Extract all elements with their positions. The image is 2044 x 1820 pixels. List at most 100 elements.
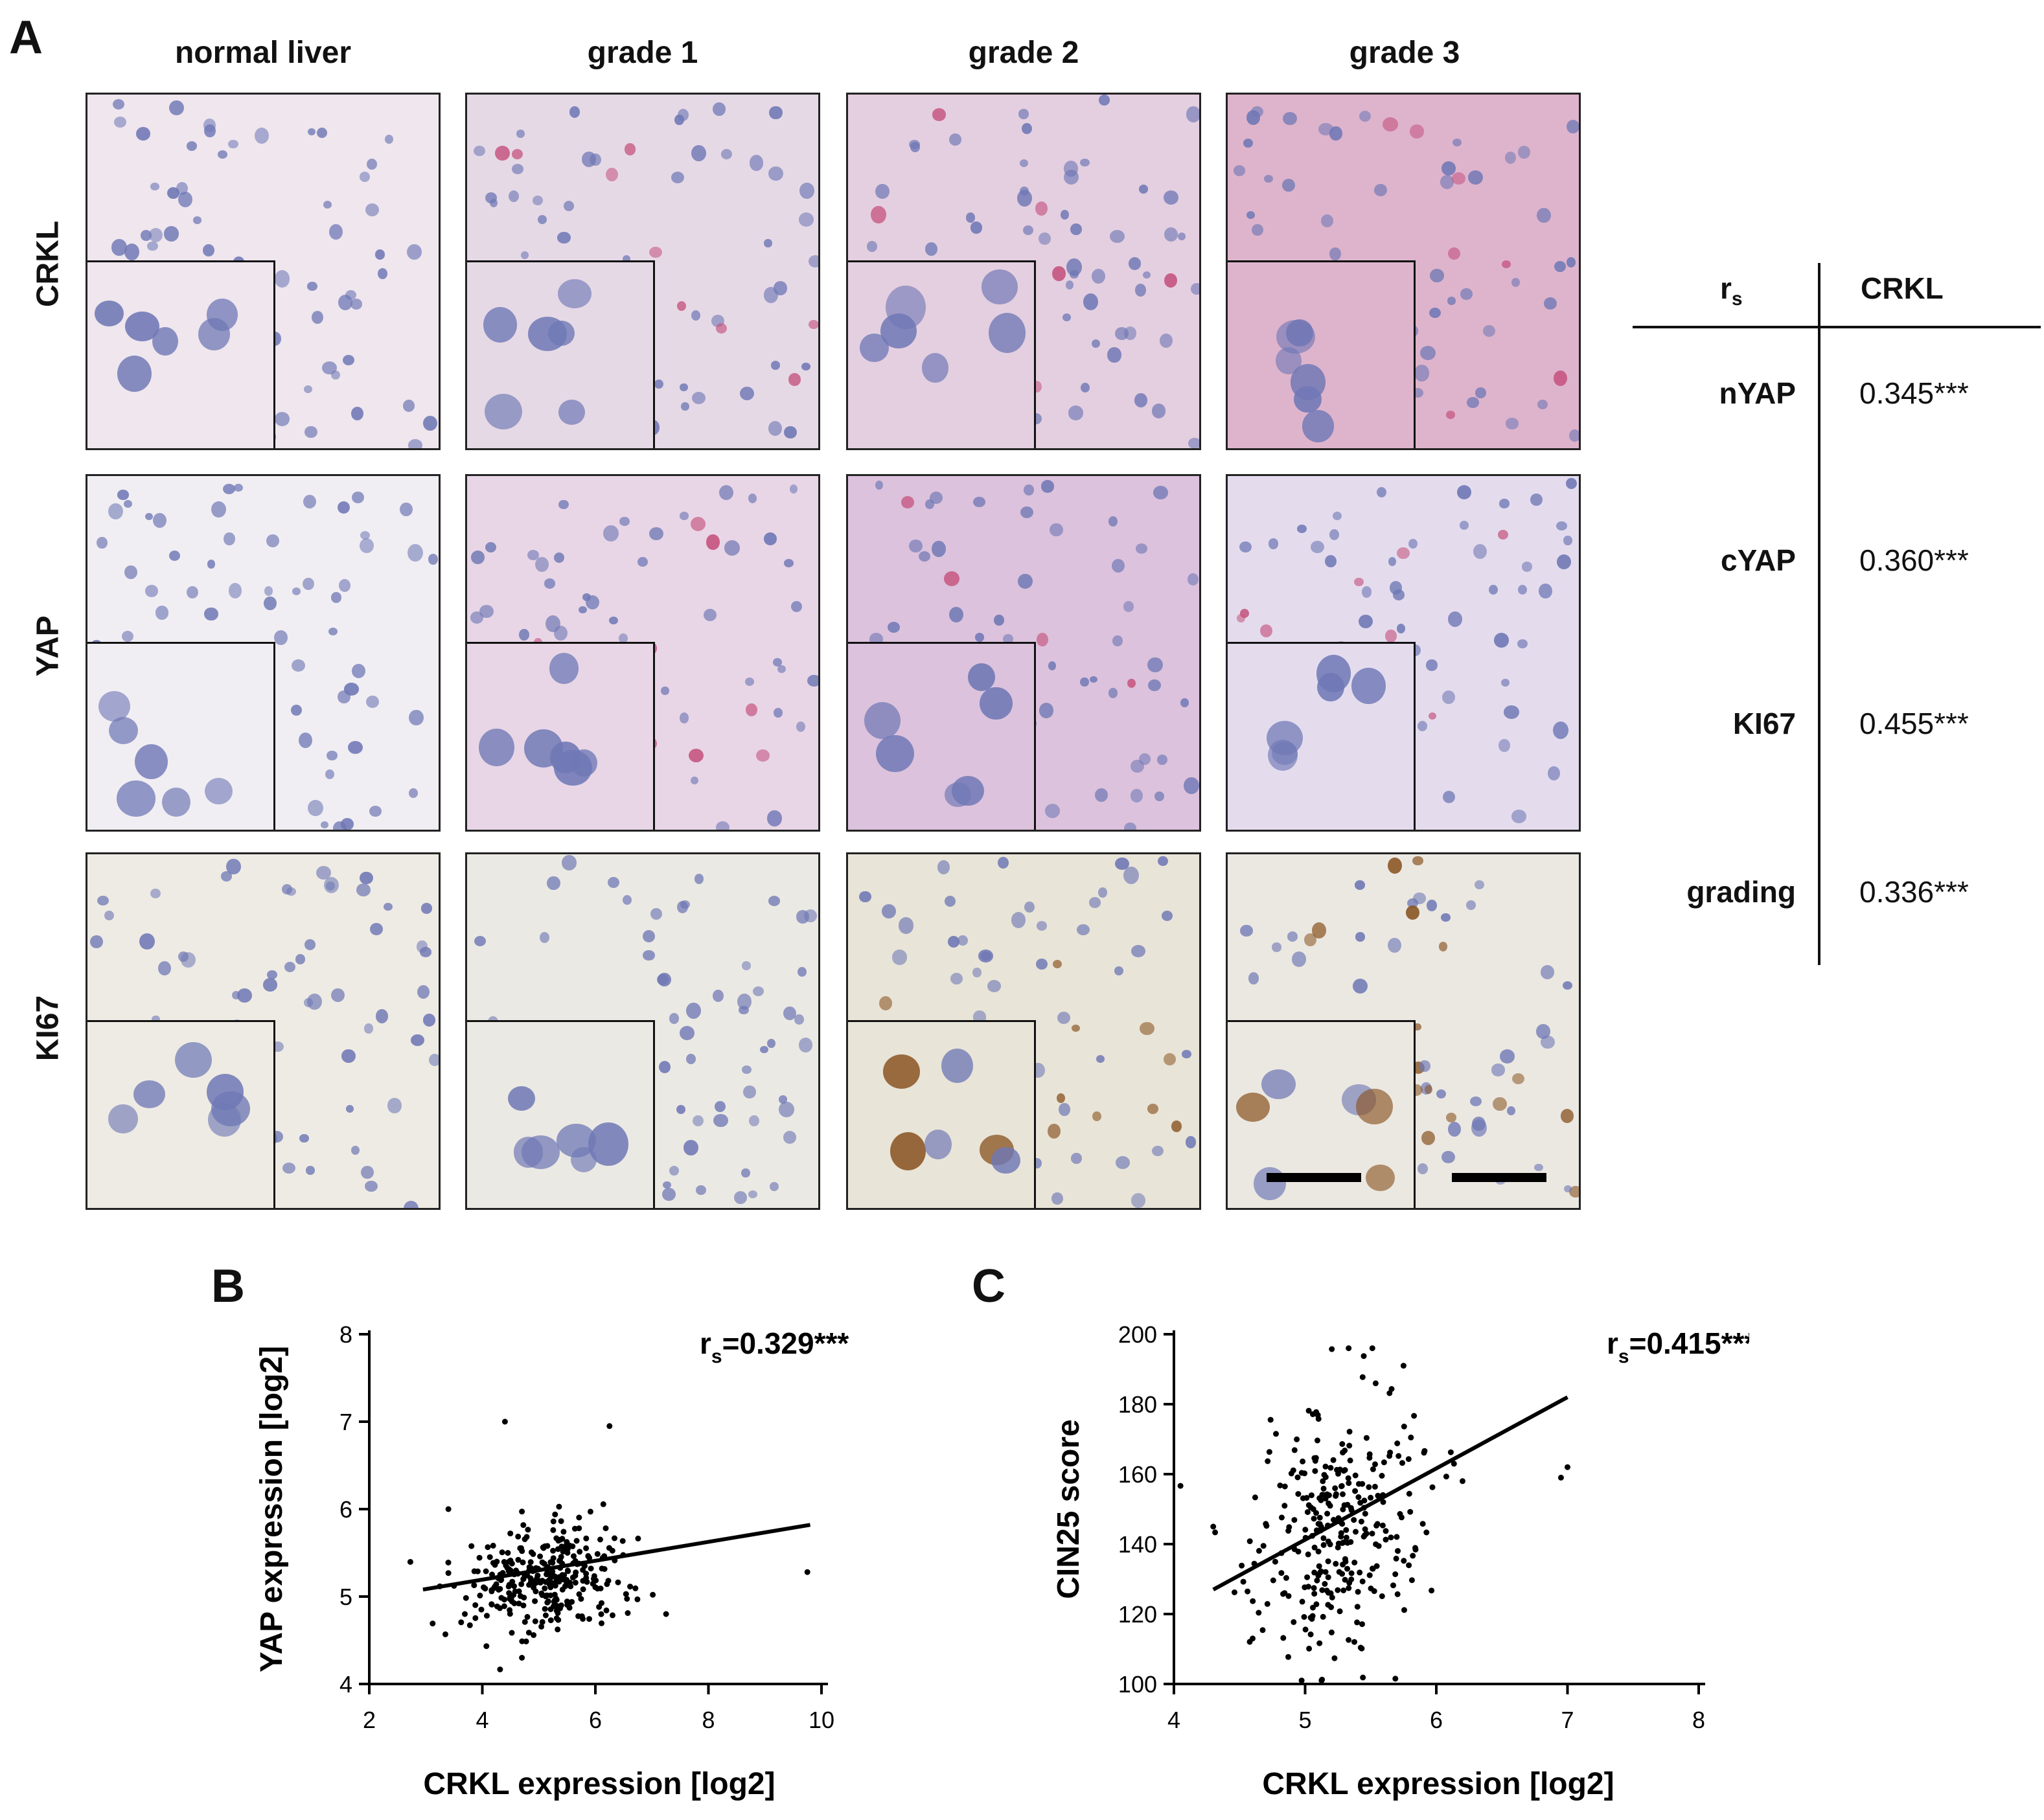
cell-nucleus [1023, 225, 1034, 236]
cell-nucleus [770, 1181, 779, 1191]
cell-nucleus [1429, 307, 1441, 318]
data-point [1245, 1588, 1251, 1595]
data-point [466, 1622, 473, 1628]
cell-nucleus [1052, 959, 1062, 969]
cell-nucleus [998, 856, 1009, 869]
data-point [1379, 1593, 1385, 1599]
cell-nucleus-magnified [152, 327, 179, 356]
cell-nucleus [1123, 866, 1139, 884]
data-point [1322, 1581, 1328, 1587]
magnified-inset [1228, 642, 1416, 830]
data-point [578, 1596, 584, 1602]
data-point [1370, 1466, 1376, 1472]
cell-nucleus [773, 657, 782, 666]
cell-nucleus [207, 560, 216, 569]
data-point [1423, 1529, 1430, 1536]
data-point [1281, 1483, 1288, 1490]
data-point [1278, 1570, 1285, 1576]
cell-nucleus [679, 712, 689, 723]
cell-nucleus [423, 1014, 436, 1027]
data-point [1379, 1473, 1385, 1479]
cell-nucleus [693, 1115, 704, 1126]
cell-nucleus [1095, 788, 1108, 802]
cell-nucleus [1161, 910, 1173, 921]
data-point [542, 1585, 548, 1591]
cell-nucleus [875, 183, 890, 199]
cell-nucleus [311, 310, 323, 324]
data-point [804, 1569, 810, 1575]
cell-nucleus [1077, 924, 1090, 935]
cell-nucleus [1123, 326, 1137, 341]
cell-nucleus [304, 426, 317, 438]
data-point [442, 1631, 448, 1637]
magnified-inset [1228, 260, 1416, 448]
data-point [1256, 1610, 1262, 1616]
data-point [558, 1602, 564, 1609]
cell-nucleus [1037, 921, 1047, 931]
cell-nucleus-magnified [1316, 672, 1344, 701]
cell-nucleus [1050, 523, 1063, 536]
cell-nucleus [1506, 418, 1519, 429]
y-tick-label: 120 [1118, 1601, 1157, 1628]
table-vertical-rule [1818, 263, 1820, 965]
cell-nucleus [1071, 1152, 1082, 1165]
cell-nucleus [360, 538, 374, 553]
data-point [572, 1580, 579, 1586]
data-point [1342, 1556, 1348, 1562]
cell-nucleus [569, 106, 580, 118]
data-point [1394, 1440, 1401, 1446]
y-tick-label: 7 [339, 1409, 352, 1435]
cell-nucleus [688, 749, 704, 763]
data-point [1411, 1413, 1418, 1419]
data-point [1210, 1523, 1217, 1530]
cell-nucleus [1066, 258, 1082, 277]
data-point [1392, 1571, 1399, 1577]
data-point [506, 1590, 512, 1597]
cell-nucleus [1051, 1192, 1064, 1205]
data-point [445, 1506, 452, 1512]
data-point [1380, 1499, 1386, 1505]
cell-nucleus [409, 788, 419, 798]
cell-nucleus [715, 323, 728, 334]
data-point [1285, 1593, 1292, 1599]
cell-nucleus [540, 932, 549, 943]
magnified-inset [87, 1020, 275, 1208]
cell-nucleus [224, 532, 236, 546]
cell-nucleus [1446, 411, 1455, 420]
cell-nucleus [117, 490, 129, 500]
data-point [634, 1596, 641, 1602]
data-point [550, 1518, 557, 1525]
y-tick-label: 140 [1118, 1531, 1157, 1558]
data-point [1369, 1530, 1375, 1537]
data-point [1460, 1478, 1465, 1484]
data-point [529, 1577, 535, 1584]
data-point [1320, 1613, 1326, 1620]
data-point [458, 1619, 465, 1626]
data-point [542, 1606, 548, 1612]
cell-nucleus [742, 1065, 752, 1074]
cell-nucleus [1447, 1122, 1461, 1137]
cell-nucleus [662, 1188, 676, 1201]
data-point [1346, 1585, 1352, 1591]
cell-nucleus [384, 135, 393, 144]
cell-nucleus-magnified [864, 702, 901, 740]
cell-nucleus [1414, 365, 1430, 381]
cell-nucleus [274, 270, 290, 288]
cell-nucleus-magnified [522, 1135, 560, 1169]
cell-nucleus [1099, 95, 1110, 106]
data-point [1313, 1601, 1320, 1608]
data-point [539, 1619, 545, 1625]
cell-nucleus [1440, 174, 1454, 190]
cell-nucleus [713, 1113, 728, 1127]
cell-nucleus [686, 1053, 696, 1065]
cell-nucleus [801, 363, 810, 371]
data-point [1291, 1517, 1298, 1523]
cell-nucleus-magnified [175, 1041, 212, 1078]
data-point [507, 1530, 514, 1537]
cell-nucleus [139, 933, 155, 950]
data-point [1307, 1631, 1314, 1637]
cell-nucleus [266, 970, 277, 980]
cell-nucleus [1553, 370, 1567, 387]
cell-nucleus [607, 876, 619, 888]
data-point [501, 1603, 507, 1610]
